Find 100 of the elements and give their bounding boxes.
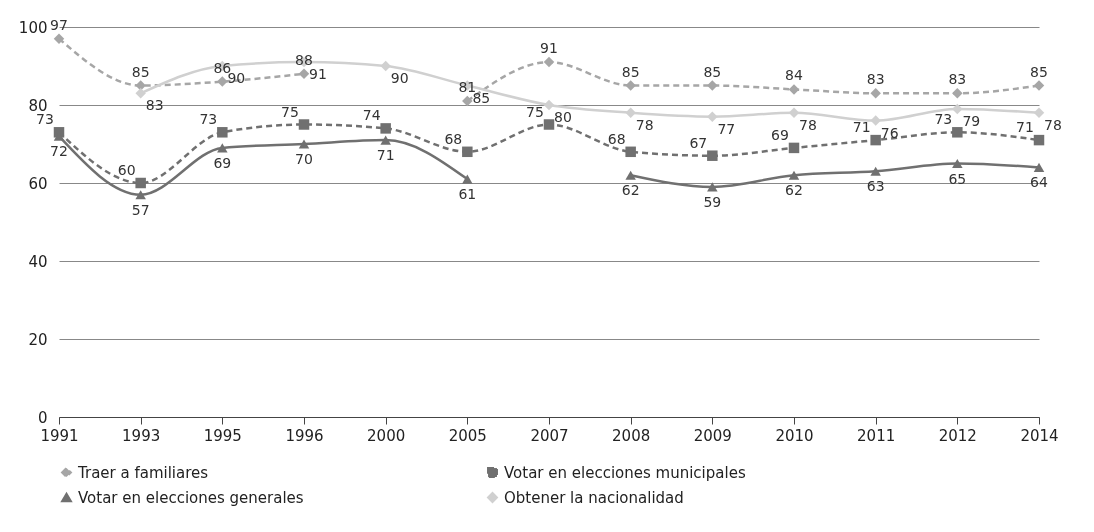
x-tick-label: 1991 xyxy=(40,426,79,445)
data-label: 62 xyxy=(621,182,640,199)
data-label: 78 xyxy=(1044,116,1062,133)
x-tick-label: 2011 xyxy=(857,426,896,445)
data-label: 78 xyxy=(799,116,817,133)
x-tick-label: 1996 xyxy=(285,426,324,445)
data-label: 85 xyxy=(621,63,640,80)
point xyxy=(870,88,881,99)
point xyxy=(1033,134,1045,146)
data-label: 85 xyxy=(1030,63,1048,80)
data-label: 91 xyxy=(540,40,558,57)
point xyxy=(707,150,718,161)
data-label: 83 xyxy=(866,71,885,88)
x-tick-label: 1995 xyxy=(203,426,242,445)
data-label: 60 xyxy=(117,162,136,178)
point xyxy=(543,99,555,111)
data-label: 88 xyxy=(295,51,313,68)
point xyxy=(462,95,473,107)
point xyxy=(870,115,881,126)
legend-label: Traer a familiares xyxy=(77,463,209,482)
point xyxy=(135,80,146,91)
data-label: 74 xyxy=(362,107,381,124)
data-label: 78 xyxy=(635,116,654,133)
point xyxy=(135,177,146,189)
data-label: 91 xyxy=(309,66,327,83)
data-label: 90 xyxy=(390,70,409,86)
data-label: 69 xyxy=(771,126,789,143)
x-tick-label: 1993 xyxy=(122,426,161,445)
x-tick-label: 2000 xyxy=(367,426,406,445)
data-label: 79 xyxy=(962,112,981,129)
data-label: 71 xyxy=(852,119,871,136)
point xyxy=(135,190,146,200)
x-tick-label: 2009 xyxy=(693,426,732,445)
data-label: 64 xyxy=(1030,174,1048,191)
point xyxy=(625,170,636,180)
x-tick-label: 2007 xyxy=(530,426,569,445)
data-label: 83 xyxy=(948,71,967,88)
data-label: 70 xyxy=(295,151,313,167)
point xyxy=(1033,107,1045,119)
point xyxy=(53,33,65,44)
point xyxy=(380,60,391,72)
data-label: 71 xyxy=(1016,119,1034,136)
data-label: 97 xyxy=(50,16,68,33)
data-label: 67 xyxy=(689,134,708,151)
data-label: 69 xyxy=(213,154,232,171)
point xyxy=(462,174,473,184)
y-tick-label: 100 xyxy=(18,18,48,37)
x-tick-label: 2014 xyxy=(1020,426,1059,445)
x-tick-label: 2012 xyxy=(938,426,977,445)
data-label: 73 xyxy=(934,111,953,128)
data-label: 65 xyxy=(948,170,967,187)
point xyxy=(952,103,963,115)
point xyxy=(462,146,473,158)
data-label: 61 xyxy=(458,186,477,203)
point xyxy=(543,56,555,68)
y-tick-label: 60 xyxy=(28,174,48,193)
point xyxy=(952,127,963,138)
point xyxy=(298,119,310,130)
x-tick-label: 2008 xyxy=(612,426,651,445)
data-label: 76 xyxy=(880,124,899,141)
data-label: 85 xyxy=(131,63,150,80)
data-label: 80 xyxy=(554,109,572,125)
point xyxy=(298,68,310,80)
legend-label: Obtener la nacionalidad xyxy=(504,488,684,507)
point xyxy=(788,170,800,180)
point xyxy=(380,135,391,145)
point xyxy=(543,119,555,130)
point xyxy=(298,139,310,149)
data-label: 62 xyxy=(785,182,803,199)
point xyxy=(870,134,881,146)
y-tick-label: 0 xyxy=(37,408,48,427)
data-label: 85 xyxy=(703,63,722,80)
point xyxy=(625,146,636,158)
data-label: 59 xyxy=(703,193,722,210)
point xyxy=(870,166,881,176)
data-label: 57 xyxy=(131,201,150,218)
point xyxy=(707,80,718,91)
point xyxy=(788,142,800,154)
point xyxy=(625,80,636,91)
x-tick-label: 2005 xyxy=(448,426,487,445)
data-label: 68 xyxy=(607,130,626,147)
legend-label: Votar en elecciones municipales xyxy=(504,463,746,482)
point xyxy=(1033,80,1045,91)
data-label: 68 xyxy=(444,130,463,147)
point xyxy=(217,127,228,138)
data-label: 73 xyxy=(199,111,218,128)
point xyxy=(135,88,146,99)
y-tick-label: 20 xyxy=(28,330,48,349)
y-tick-label: 40 xyxy=(28,252,48,271)
point xyxy=(788,84,800,95)
x-tick-label: 2010 xyxy=(775,426,814,445)
point xyxy=(217,76,228,87)
data-label: 71 xyxy=(376,147,395,164)
legend-label: Votar en elecciones generales xyxy=(78,488,304,507)
point xyxy=(952,88,963,99)
point xyxy=(380,123,391,134)
point xyxy=(1033,162,1045,172)
data-label: 72 xyxy=(50,143,68,160)
data-label: 77 xyxy=(717,120,736,137)
point xyxy=(625,107,636,119)
